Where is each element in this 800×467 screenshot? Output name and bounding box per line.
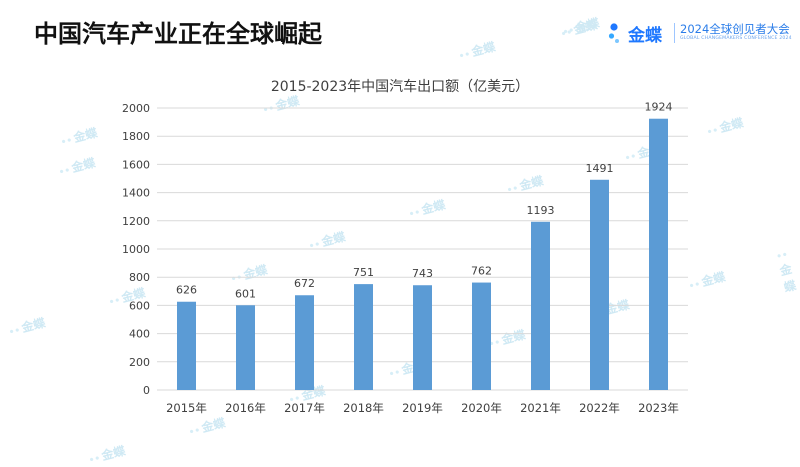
- y-tick-label: 1200: [122, 215, 150, 228]
- y-tick-label: 0: [143, 384, 150, 397]
- y-tick-label: 1800: [122, 130, 150, 143]
- x-tick-label: 2015年: [166, 401, 207, 415]
- bar: [295, 295, 314, 390]
- data-label: 672: [294, 277, 315, 290]
- y-tick-label: 1600: [122, 158, 150, 171]
- data-label: 743: [412, 267, 433, 280]
- y-tick-label: 800: [129, 271, 150, 284]
- y-tick-label: 1400: [122, 187, 150, 200]
- x-tick-label: 2021年: [520, 401, 561, 415]
- y-tick-label: 200: [129, 356, 150, 369]
- bar: [472, 282, 491, 390]
- data-label: 1193: [527, 204, 555, 217]
- data-label: 751: [353, 266, 374, 279]
- data-label: 601: [235, 287, 256, 300]
- logo-dots-icon: [608, 23, 619, 43]
- data-label: 762: [471, 265, 492, 278]
- data-label: 1924: [645, 101, 673, 114]
- bar: [649, 118, 668, 390]
- x-tick-label: 2022年: [579, 401, 620, 415]
- bar-chart: 0 200 400 600 800 1000 1200 1400 1600 1800 2000 626…: [122, 101, 688, 415]
- x-tick-label: 2017年: [284, 401, 325, 415]
- chart-title: 2015-2023年中国汽车出口额（亿美元）: [270, 79, 530, 95]
- logo-event-subtitle: GLOBAL CHANGEMAKERS CONFERENCE 2024: [680, 36, 792, 41]
- brand-logo: 金蝶 2024全球创见者大会 GLOBAL CHANGEMAKERS CONFE…: [608, 19, 792, 47]
- x-tick-label: 2023年: [638, 401, 679, 415]
- y-tick-label: 2000: [122, 102, 150, 115]
- y-tick-label: 600: [129, 299, 150, 312]
- x-tick-label: 2020年: [461, 401, 502, 415]
- bar: [236, 305, 255, 390]
- logo-divider: [674, 23, 675, 43]
- logo-brand-name: 金蝶: [628, 26, 662, 46]
- slide-title: 中国汽车产业正在全球崛起: [34, 20, 322, 48]
- bar: [354, 284, 373, 390]
- bar: [590, 179, 609, 390]
- data-label: 626: [176, 284, 197, 297]
- x-tick-label: 2016年: [225, 401, 266, 415]
- x-tick-label: 2018年: [343, 401, 384, 415]
- bar: [177, 301, 196, 390]
- x-tick-label: 2019年: [402, 401, 443, 415]
- bar: [531, 221, 550, 390]
- y-tick-label: 400: [129, 328, 150, 341]
- data-label: 1491: [586, 162, 614, 175]
- logo-event-name: 2024全球创见者大会: [680, 22, 790, 36]
- bar: [413, 285, 432, 390]
- y-tick-label: 1000: [122, 243, 150, 256]
